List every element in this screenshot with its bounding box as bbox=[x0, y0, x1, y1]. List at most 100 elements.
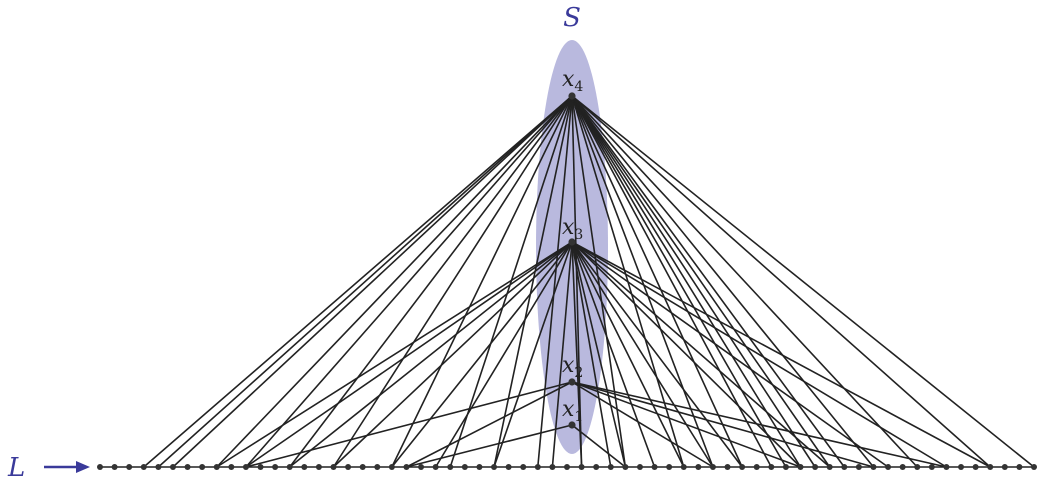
line-vertex-37 bbox=[636, 464, 643, 470]
edge-x4-l20 bbox=[391, 95, 573, 468]
edge-x3-l38 bbox=[571, 241, 656, 468]
line-vertex-13 bbox=[286, 464, 293, 470]
line-vertex-38 bbox=[651, 464, 658, 470]
line-vertex-29 bbox=[520, 464, 527, 470]
line-vertex-8 bbox=[213, 464, 220, 470]
set-s-vertices bbox=[568, 92, 576, 429]
line-vertex-2 bbox=[126, 464, 133, 470]
line-l-vertices bbox=[97, 464, 1037, 470]
edge-x2-l10 bbox=[245, 381, 573, 468]
line-vertex-36 bbox=[622, 464, 629, 470]
vertex-x2 bbox=[568, 378, 576, 386]
line-l-label: L bbox=[7, 453, 25, 480]
edge-x2-l21 bbox=[406, 381, 573, 468]
line-vertex-26 bbox=[476, 464, 483, 470]
line-vertex-9 bbox=[228, 464, 235, 470]
line-vertex-30 bbox=[534, 464, 541, 470]
line-vertex-14 bbox=[301, 464, 308, 470]
line-vertex-20 bbox=[388, 464, 395, 470]
edge-x4-l49 bbox=[571, 95, 816, 468]
line-vertex-31 bbox=[549, 464, 556, 470]
line-vertex-55 bbox=[899, 464, 906, 470]
line-vertex-41 bbox=[695, 464, 702, 470]
line-vertex-42 bbox=[709, 464, 716, 470]
edge-x2-l42 bbox=[571, 381, 714, 468]
line-vertex-6 bbox=[184, 464, 191, 470]
line-vertex-10 bbox=[242, 464, 249, 470]
line-vertex-54 bbox=[885, 464, 892, 470]
edge-x2-l58 bbox=[571, 381, 947, 468]
edge-x3-l23 bbox=[434, 241, 573, 468]
line-vertex-51 bbox=[841, 464, 848, 470]
vertex-label-x1: x1 bbox=[562, 397, 583, 425]
edge-x4-l50 bbox=[571, 95, 831, 468]
line-vertex-47 bbox=[782, 464, 789, 470]
vertex-label-x3: x3 bbox=[562, 215, 583, 243]
edge-x3-l42 bbox=[571, 241, 714, 468]
edge-x4-l48 bbox=[571, 95, 802, 468]
line-vertex-16 bbox=[330, 464, 337, 470]
vertex-label-x4: x4 bbox=[562, 67, 583, 95]
edge-x3-l44 bbox=[571, 241, 743, 468]
line-vertex-32 bbox=[564, 464, 570, 470]
edge-x4-l61 bbox=[571, 95, 991, 468]
edge-x4-l47 bbox=[571, 95, 787, 468]
edge-x3-l61 bbox=[571, 241, 991, 468]
line-vertex-40 bbox=[680, 464, 687, 470]
line-vertex-17 bbox=[345, 464, 352, 470]
line-vertex-59 bbox=[958, 464, 965, 470]
line-vertex-44 bbox=[739, 464, 746, 470]
line-vertex-34 bbox=[593, 464, 600, 470]
line-vertex-23 bbox=[432, 464, 439, 470]
edge-x3-l48 bbox=[571, 241, 802, 468]
line-vertex-53 bbox=[870, 464, 877, 470]
line-vertex-22 bbox=[418, 464, 425, 470]
line-vertex-43 bbox=[724, 464, 731, 470]
edge-x4-l10 bbox=[245, 95, 573, 468]
vertex-label-x2: x2 bbox=[562, 353, 583, 381]
set-s-label: S bbox=[563, 3, 581, 33]
line-vertex-11 bbox=[257, 464, 264, 470]
vertex-x4 bbox=[568, 92, 576, 100]
line-vertex-63 bbox=[1016, 464, 1023, 470]
line-vertex-45 bbox=[753, 464, 760, 470]
edge-x4-l56 bbox=[571, 95, 918, 468]
line-vertex-62 bbox=[1001, 464, 1008, 470]
vertex-x3 bbox=[568, 238, 576, 246]
edge-x4-l44 bbox=[571, 95, 743, 468]
edge-x1-l21 bbox=[406, 424, 573, 468]
line-vertex-52 bbox=[855, 464, 862, 470]
line-vertex-46 bbox=[768, 464, 775, 470]
line-vertex-27 bbox=[491, 464, 498, 470]
edge-x3-l33 bbox=[571, 241, 583, 468]
edge-x3-l54 bbox=[571, 241, 889, 468]
edge-x2-l48 bbox=[571, 381, 801, 468]
edge-x4-l3 bbox=[143, 95, 573, 468]
line-vertex-56 bbox=[914, 464, 921, 470]
edge-x3-l13 bbox=[289, 241, 573, 468]
arrow-icon bbox=[44, 461, 90, 473]
line-vertex-7 bbox=[199, 464, 206, 470]
line-vertex-0 bbox=[97, 464, 103, 470]
edge-x4-l4 bbox=[157, 95, 573, 468]
edge-x3-l20 bbox=[391, 241, 573, 468]
edge-x4-l27 bbox=[493, 95, 573, 468]
line-vertex-28 bbox=[505, 464, 512, 470]
edge-x2-l53 bbox=[571, 381, 874, 468]
line-vertex-5 bbox=[169, 464, 176, 470]
edge-x3-l58 bbox=[571, 241, 947, 468]
line-vertex-21 bbox=[403, 464, 410, 470]
vertex-x1 bbox=[568, 421, 576, 429]
edge-x4-l33 bbox=[571, 95, 583, 468]
line-vertex-25 bbox=[461, 464, 468, 470]
line-vertex-18 bbox=[359, 464, 366, 470]
line-vertex-61 bbox=[987, 464, 994, 470]
line-vertex-19 bbox=[374, 464, 381, 470]
edge-x4-l36 bbox=[571, 95, 627, 468]
edge-x3-l50 bbox=[571, 241, 831, 468]
edge-x3-l36 bbox=[571, 241, 627, 468]
line-vertex-39 bbox=[666, 464, 673, 470]
edge-x3-l35 bbox=[571, 241, 612, 468]
line-vertex-4 bbox=[155, 464, 162, 470]
